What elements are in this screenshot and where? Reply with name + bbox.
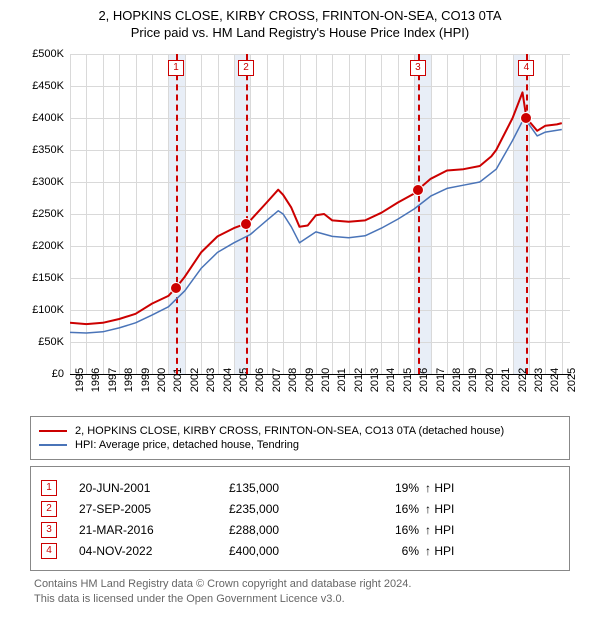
legend-box: 2, HOPKINS CLOSE, KIRBY CROSS, FRINTON-O… <box>30 416 570 460</box>
legend-row: 2, HOPKINS CLOSE, KIRBY CROSS, FRINTON-O… <box>39 425 561 437</box>
y-tick-label: £200K <box>20 240 64 252</box>
sales-flag: 3 <box>41 522 57 538</box>
sales-delta: 19% <box>349 481 419 495</box>
y-tick-label: £500K <box>20 48 64 60</box>
marker-dot <box>412 184 424 196</box>
y-tick-label: £50K <box>20 336 64 348</box>
series-line <box>70 92 562 324</box>
marker-dot <box>170 282 182 294</box>
legend-label: HPI: Average price, detached house, Tend… <box>75 439 299 451</box>
series-svg <box>70 54 570 374</box>
y-tick-label: £250K <box>20 208 64 220</box>
sales-date: 04-NOV-2022 <box>79 544 229 558</box>
legend-swatch <box>39 430 67 432</box>
sales-row: 3 21-MAR-2016£288,00016%↑ HPI <box>41 522 559 538</box>
sales-row: 2 27-SEP-2005£235,00016%↑ HPI <box>41 501 559 517</box>
series-line <box>70 118 562 333</box>
y-tick-label: £350K <box>20 144 64 156</box>
sales-price: £135,000 <box>229 481 349 495</box>
title-line-1: 2, HOPKINS CLOSE, KIRBY CROSS, FRINTON-O… <box>10 8 590 23</box>
sales-table: 120-JUN-2001£135,00019%↑ HPI227-SEP-2005… <box>30 466 570 571</box>
marker-flag: 2 <box>238 60 254 76</box>
marker-dot <box>240 218 252 230</box>
sales-row: 4 04-NOV-2022£400,0006%↑ HPI <box>41 543 559 559</box>
sales-date: 21-MAR-2016 <box>79 523 229 537</box>
sales-flag: 1 <box>41 480 57 496</box>
sales-hpi-label: ↑ HPI <box>419 544 559 558</box>
footer-line-1: Contains HM Land Registry data © Crown c… <box>34 577 566 592</box>
legend-row: HPI: Average price, detached house, Tend… <box>39 439 561 451</box>
y-tick-label: £100K <box>20 304 64 316</box>
sales-delta: 16% <box>349 523 419 537</box>
legend-label: 2, HOPKINS CLOSE, KIRBY CROSS, FRINTON-O… <box>75 425 504 437</box>
sales-date: 27-SEP-2005 <box>79 502 229 516</box>
y-tick-label: £300K <box>20 176 64 188</box>
sales-hpi-label: ↑ HPI <box>419 523 559 537</box>
y-tick-label: £400K <box>20 112 64 124</box>
marker-flag: 1 <box>168 60 184 76</box>
sales-flag: 4 <box>41 543 57 559</box>
sales-flag: 2 <box>41 501 57 517</box>
sales-delta: 16% <box>349 502 419 516</box>
sales-price: £400,000 <box>229 544 349 558</box>
sales-row: 1 20-JUN-2001£135,00019%↑ HPI <box>41 480 559 496</box>
marker-flag: 4 <box>518 60 534 76</box>
footer-attribution: Contains HM Land Registry data © Crown c… <box>30 577 570 616</box>
sales-date: 20-JUN-2001 <box>79 481 229 495</box>
title-block: 2, HOPKINS CLOSE, KIRBY CROSS, FRINTON-O… <box>0 0 600 44</box>
chart-container: 2, HOPKINS CLOSE, KIRBY CROSS, FRINTON-O… <box>0 0 600 616</box>
legend-swatch <box>39 444 67 446</box>
sales-hpi-label: ↑ HPI <box>419 502 559 516</box>
sales-price: £288,000 <box>229 523 349 537</box>
y-tick-label: £450K <box>20 80 64 92</box>
sales-price: £235,000 <box>229 502 349 516</box>
chart-area: £0 £50K £100K £150K £200K £250K £300K £350K £400… <box>20 44 580 414</box>
y-tick-label: £150K <box>20 272 64 284</box>
footer-line-2: This data is licensed under the Open Gov… <box>34 592 566 607</box>
marker-flag: 3 <box>410 60 426 76</box>
sales-hpi-label: ↑ HPI <box>419 481 559 495</box>
marker-dot <box>520 112 532 124</box>
sales-delta: 6% <box>349 544 419 558</box>
title-line-2: Price paid vs. HM Land Registry's House … <box>10 25 590 40</box>
y-tick-label: £0 <box>20 368 64 380</box>
